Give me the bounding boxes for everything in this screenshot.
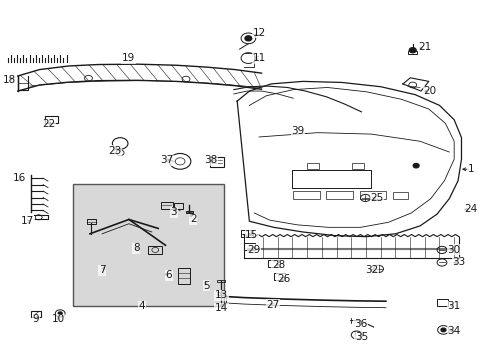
Bar — [407, 51, 416, 54]
Bar — [436, 299, 447, 306]
Text: 16: 16 — [13, 173, 26, 183]
Bar — [148, 246, 162, 253]
Bar — [306, 163, 319, 168]
Text: 2: 2 — [190, 215, 196, 224]
Text: 39: 39 — [291, 126, 304, 135]
Text: 21: 21 — [417, 42, 430, 52]
Text: 4: 4 — [139, 301, 145, 311]
Bar — [243, 243, 255, 250]
Text: 27: 27 — [265, 300, 279, 310]
Text: 29: 29 — [247, 245, 260, 255]
Circle shape — [440, 328, 445, 332]
Text: 20: 20 — [423, 86, 435, 96]
Text: 22: 22 — [42, 120, 55, 129]
Circle shape — [58, 312, 62, 315]
Circle shape — [412, 163, 418, 168]
Text: 25: 25 — [370, 193, 383, 203]
Text: 15: 15 — [244, 230, 258, 239]
Text: 35: 35 — [354, 332, 367, 342]
Bar — [273, 273, 285, 280]
Text: 23: 23 — [108, 145, 122, 156]
Text: 30: 30 — [447, 245, 460, 255]
Text: 8: 8 — [133, 243, 139, 253]
Bar — [392, 192, 407, 199]
Bar — [326, 191, 352, 199]
Bar — [351, 163, 363, 168]
Text: 33: 33 — [451, 257, 465, 267]
Circle shape — [408, 48, 415, 53]
Text: 14: 14 — [215, 303, 228, 313]
Bar — [44, 116, 58, 123]
Text: 31: 31 — [447, 301, 460, 311]
Text: 36: 36 — [353, 319, 366, 329]
Text: 7: 7 — [99, 265, 105, 275]
Bar — [217, 292, 224, 295]
Text: 9: 9 — [32, 314, 39, 324]
Text: 19: 19 — [122, 53, 135, 63]
Bar — [173, 203, 182, 209]
Bar — [267, 260, 279, 267]
Text: 10: 10 — [52, 314, 65, 324]
Bar — [240, 230, 252, 237]
Bar — [293, 191, 320, 199]
Text: 34: 34 — [447, 326, 460, 336]
Text: 18: 18 — [3, 75, 16, 85]
Text: 37: 37 — [160, 155, 173, 165]
Bar — [185, 211, 192, 213]
Bar — [177, 268, 189, 284]
Text: 17: 17 — [21, 216, 34, 226]
Text: 5: 5 — [203, 281, 209, 291]
Text: 6: 6 — [165, 270, 172, 280]
Text: 24: 24 — [464, 204, 477, 215]
Bar — [73, 184, 224, 306]
Bar — [217, 280, 224, 282]
Bar — [210, 157, 224, 167]
Text: 1: 1 — [467, 164, 473, 174]
Text: 28: 28 — [271, 260, 285, 270]
Bar — [160, 202, 172, 209]
Text: 3: 3 — [170, 207, 177, 217]
Text: 13: 13 — [215, 291, 228, 301]
Text: 11: 11 — [252, 53, 265, 63]
Text: 26: 26 — [276, 274, 289, 284]
Text: 32: 32 — [365, 265, 378, 275]
Text: 38: 38 — [203, 155, 217, 165]
Text: 12: 12 — [252, 28, 265, 38]
Bar — [86, 220, 96, 224]
Circle shape — [244, 36, 251, 41]
Bar — [359, 191, 386, 199]
Bar — [31, 311, 41, 317]
